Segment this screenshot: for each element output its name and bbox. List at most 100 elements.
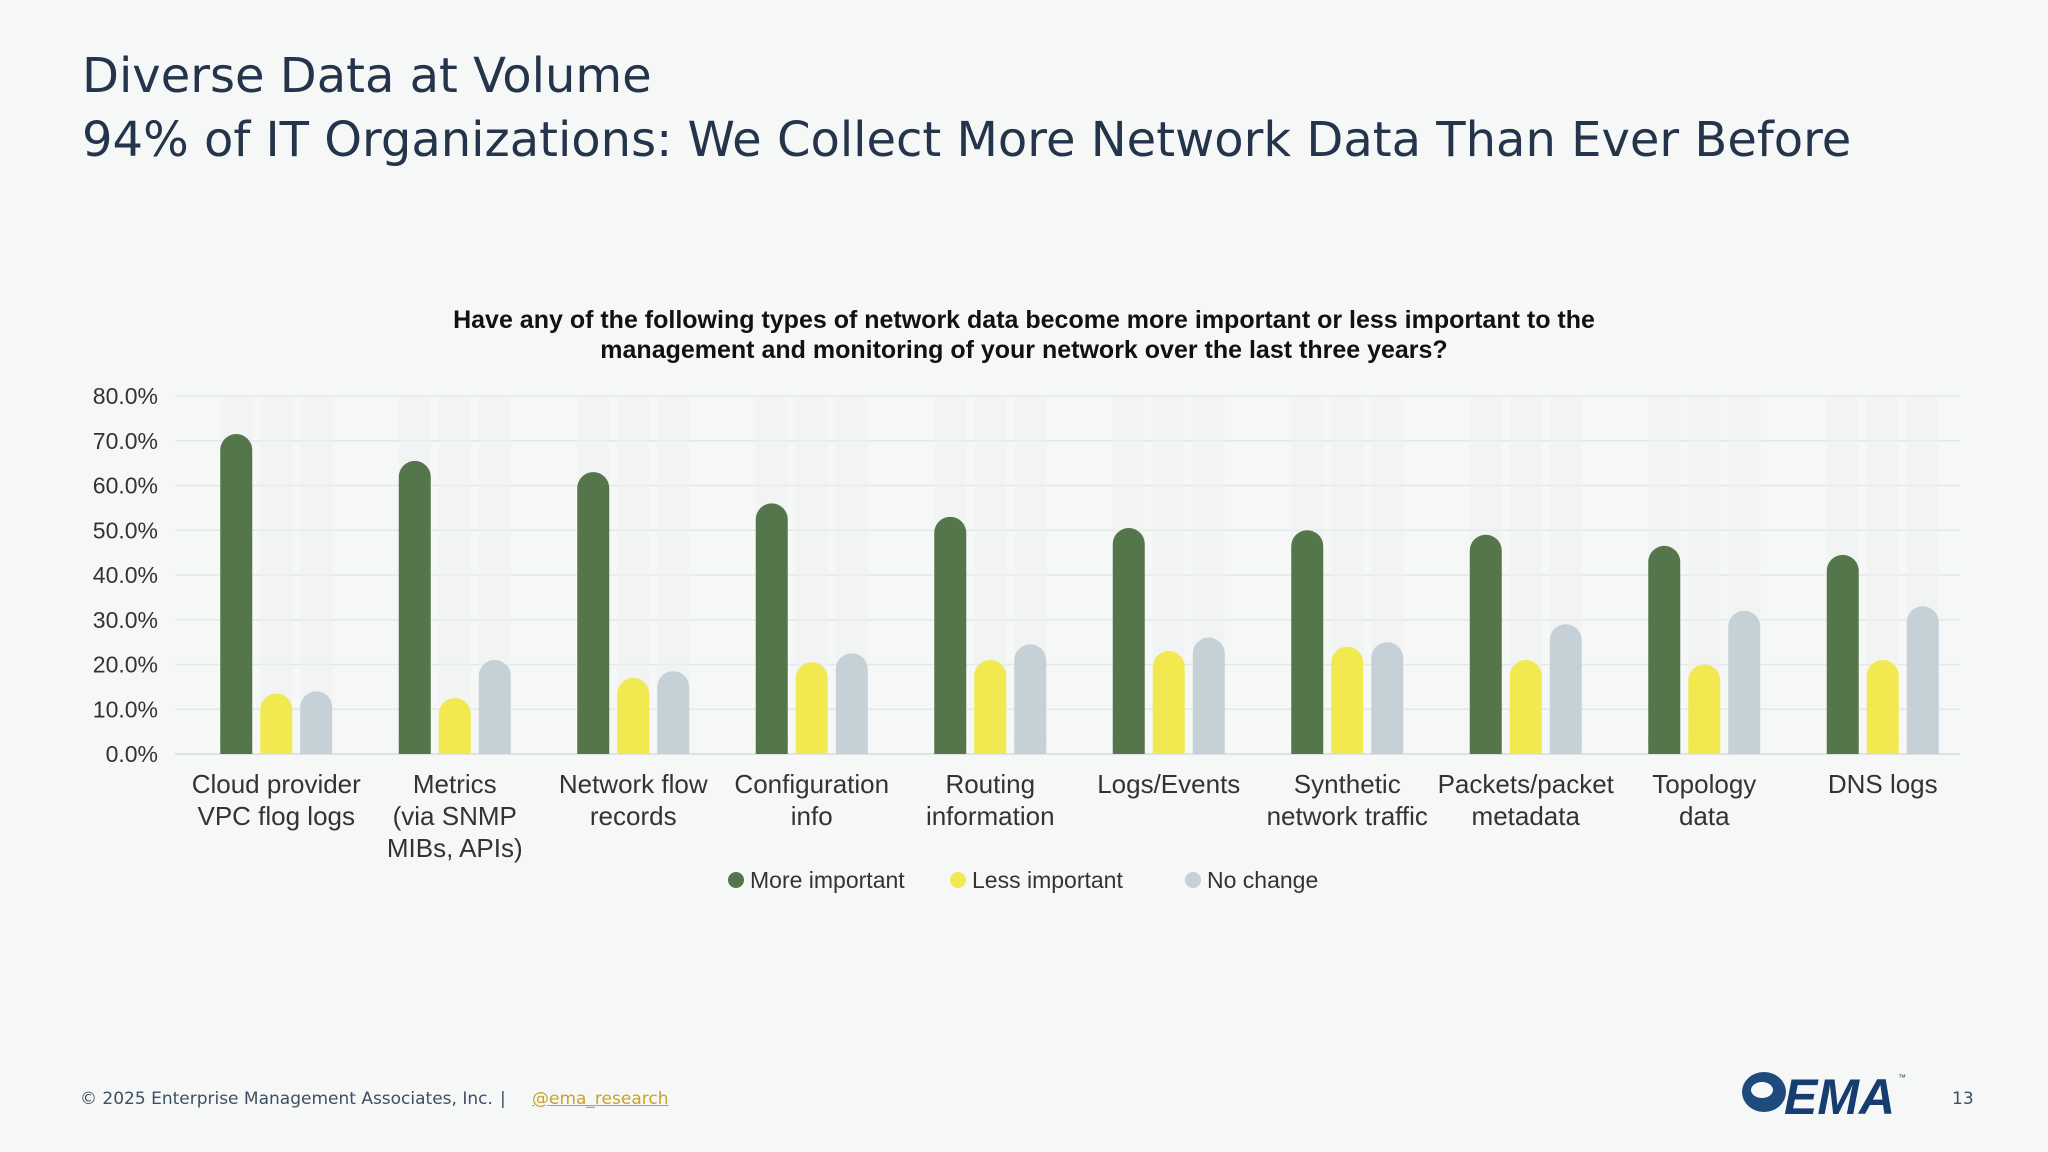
x-tick-label: Network flow [559, 769, 708, 799]
bar-base [478, 738, 511, 754]
x-tick-label: Routing [945, 769, 1035, 799]
y-tick-label: 80.0% [93, 383, 158, 409]
bar [1509, 660, 1542, 754]
bar [795, 662, 828, 754]
x-tick-label: DNS logs [1828, 769, 1938, 799]
chart-title-line: Have any of the following types of netwo… [453, 306, 1595, 334]
x-tick-label: Cloud provider [192, 769, 361, 799]
bar [617, 677, 650, 754]
bar [398, 460, 431, 754]
bar [657, 671, 690, 754]
bar [577, 472, 610, 754]
x-tick-label: (via SNMP [393, 801, 517, 831]
bar-base [1291, 738, 1324, 754]
bar [1906, 606, 1939, 754]
bar [835, 653, 868, 754]
bar-base [1469, 738, 1502, 754]
legend-label: More important [750, 867, 905, 893]
bar-chart: Have any of the following types of netwo… [93, 306, 1960, 893]
footer-copyright: © 2025 Enterprise Management Associates,… [80, 1089, 493, 1109]
bar-base [1371, 738, 1404, 754]
bar-base [974, 738, 1007, 754]
title-line-2: 94% of IT Organizations: We Collect More… [82, 112, 1852, 168]
legend-label: Less important [972, 867, 1123, 893]
bar [1014, 644, 1047, 754]
page-number: 13 [1952, 1089, 1974, 1109]
y-tick-label: 20.0% [93, 652, 158, 678]
x-tick-label: Topology [1652, 769, 1756, 799]
x-tick-label: VPC flog logs [197, 801, 355, 831]
bar [934, 516, 967, 754]
bar-base [300, 738, 333, 754]
x-tick-label: metadata [1472, 801, 1581, 831]
bar-base [220, 738, 253, 754]
legend-swatch [950, 872, 966, 888]
bar-base [835, 738, 868, 754]
slide-title: Diverse Data at Volume 94% of IT Organiz… [82, 44, 1851, 172]
bar [1728, 610, 1761, 754]
bar-base [1549, 738, 1582, 754]
bar [1112, 528, 1145, 754]
bar-base [577, 738, 610, 754]
x-tick-label: Packets/packet [1438, 769, 1615, 799]
bar [755, 503, 788, 754]
bar-base [260, 738, 293, 754]
x-tick-label: information [926, 801, 1055, 831]
bar-base [1331, 738, 1364, 754]
bar-base [617, 738, 650, 754]
bar-base [1648, 738, 1681, 754]
x-tick-label: Configuration [734, 769, 889, 799]
bar-base [657, 738, 690, 754]
twitter-handle-link[interactable]: @ema_research [532, 1089, 669, 1109]
bar-base [1152, 738, 1185, 754]
bar-base [1866, 738, 1899, 754]
x-tick-label: network traffic [1267, 801, 1428, 831]
bar [1291, 530, 1324, 754]
bar-base [1728, 738, 1761, 754]
y-tick-label: 0.0% [106, 741, 158, 767]
bar [1688, 664, 1721, 754]
x-tick-label: Metrics [413, 769, 497, 799]
y-tick-label: 10.0% [93, 696, 158, 722]
bar-base [795, 738, 828, 754]
chart-title-line: management and monitoring of your networ… [600, 336, 1447, 364]
x-tick-label: info [791, 801, 833, 831]
bar [1826, 554, 1859, 754]
bar [478, 660, 511, 754]
bar-base [755, 738, 788, 754]
title-line-1: Diverse Data at Volume [82, 48, 652, 104]
bar-background [438, 396, 471, 754]
legend-swatch [728, 872, 744, 888]
bar-base [398, 738, 431, 754]
ema-logo: EMA ™ [1742, 1069, 1906, 1125]
bar-base [1826, 738, 1859, 754]
bar-base [1688, 738, 1721, 754]
y-tick-label: 70.0% [93, 428, 158, 454]
x-tick-label: Logs/Events [1097, 769, 1240, 799]
bar [974, 660, 1007, 754]
footer-separator: | [500, 1089, 506, 1109]
bar-base [1906, 738, 1939, 754]
y-tick-label: 40.0% [93, 562, 158, 588]
bar-base [438, 738, 471, 754]
bar [1469, 534, 1502, 754]
x-tick-label: MIBs, APIs) [387, 833, 523, 863]
x-tick-label: records [590, 801, 677, 831]
y-tick-label: 50.0% [93, 517, 158, 543]
x-tick-label: Synthetic [1294, 769, 1401, 799]
bar [220, 434, 253, 754]
legend-swatch [1185, 872, 1201, 888]
bar [1192, 637, 1225, 754]
legend-label: No change [1207, 867, 1318, 893]
bar [1371, 642, 1404, 754]
bar-base [1112, 738, 1145, 754]
y-tick-label: 60.0% [93, 473, 158, 499]
logo-tm: ™ [1898, 1073, 1906, 1082]
bar-base [1014, 738, 1047, 754]
logo-text: EMA [1784, 1069, 1895, 1125]
bar [1866, 660, 1899, 754]
bar [1152, 651, 1185, 754]
bar-base [934, 738, 967, 754]
bar-base [1509, 738, 1542, 754]
bar-base [1192, 738, 1225, 754]
